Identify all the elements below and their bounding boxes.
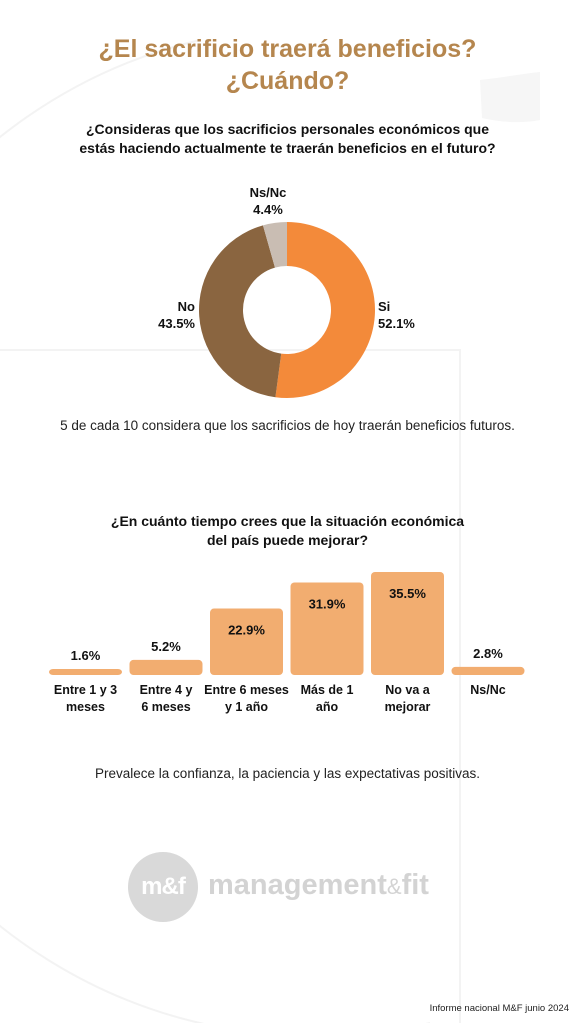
bar-value-label: 2.8% — [473, 646, 503, 661]
donut-slice-ns-nc — [262, 222, 287, 268]
donut-label-value: 52.1% — [378, 316, 415, 331]
bar-category-label: Entre 1 y 3 — [54, 683, 117, 697]
bar-value-label: 31.9% — [309, 596, 346, 611]
donut-question: ¿Consideras que los sacrificios personal… — [40, 120, 535, 158]
bar — [210, 608, 283, 675]
donut-label-name: Si — [378, 299, 390, 314]
bar-question: ¿En cuánto tiempo crees que la situación… — [40, 512, 535, 550]
donut-label-value: 43.5% — [158, 316, 195, 331]
donut-caption: 5 de cada 10 considera que los sacrifici… — [60, 418, 515, 433]
bar-category-label: y 1 año — [225, 700, 268, 714]
bar-category-label: Entre 6 meses — [204, 683, 289, 697]
title-line-1: ¿El sacrificio traerá beneficios? — [98, 35, 477, 63]
donut-slice-no — [198, 225, 282, 398]
bar-category-label: 6 meses — [141, 700, 190, 714]
footer-note: Informe nacional M&F junio 2024 — [429, 1003, 569, 1014]
bar — [49, 669, 122, 675]
donut-chart: Si 52.1% No 43.5% Ns/Nc 4.4% — [158, 185, 415, 398]
donut-slice-si — [275, 222, 375, 398]
title-line-2: ¿Cuándo? — [225, 67, 350, 95]
bar-category-label: mejorar — [385, 700, 431, 714]
bar-value-label: 22.9% — [228, 623, 265, 638]
bar-category-label: Entre 4 y — [140, 683, 193, 697]
bar-value-label: 1.6% — [71, 648, 101, 663]
bar-category-label: No va a — [385, 683, 431, 697]
donut-question-line-1: ¿Consideras que los sacrificios personal… — [85, 121, 490, 137]
bar-category-label: Más de 1 — [301, 683, 354, 697]
bar-question-line-1: ¿En cuánto tiempo crees que la situación… — [110, 513, 465, 529]
logo-ampersand: & — [386, 874, 402, 899]
logo-word-2: fit — [401, 869, 429, 901]
donut-question-line-2: estás haciendo actualmente te traerán be… — [79, 140, 496, 156]
bar-caption: Prevalece la confianza, la paciencia y l… — [95, 766, 480, 781]
logo-mark: m&f — [128, 852, 198, 922]
bar — [129, 659, 203, 675]
logo-word-1: management — [208, 869, 387, 901]
bar — [290, 582, 364, 675]
bar-chart: 1.6% Entre 1 y 3 meses 5.2% Entre 4 y 6 meses… — [49, 572, 525, 714]
donut-label-value: 4.4% — [253, 202, 283, 217]
donut-label-name: Ns/Nc — [250, 185, 287, 200]
company-logo: m&f management&fit — [128, 852, 458, 922]
bar-question-line-2: del país puede mejorar? — [206, 532, 369, 548]
bar-category-label: Ns/Nc — [470, 683, 505, 697]
page-title: ¿El sacrificio traerá beneficios? ¿Cuánd… — [0, 33, 575, 97]
donut-label-name: No — [178, 299, 195, 314]
bar — [451, 666, 525, 675]
bar-value-label: 35.5% — [389, 586, 426, 601]
bar-category-label: año — [316, 700, 339, 714]
bar-category-label: meses — [66, 700, 105, 714]
logo-wordmark: management&fit — [208, 869, 429, 902]
bar-value-label: 5.2% — [151, 639, 181, 654]
bar — [371, 572, 444, 675]
